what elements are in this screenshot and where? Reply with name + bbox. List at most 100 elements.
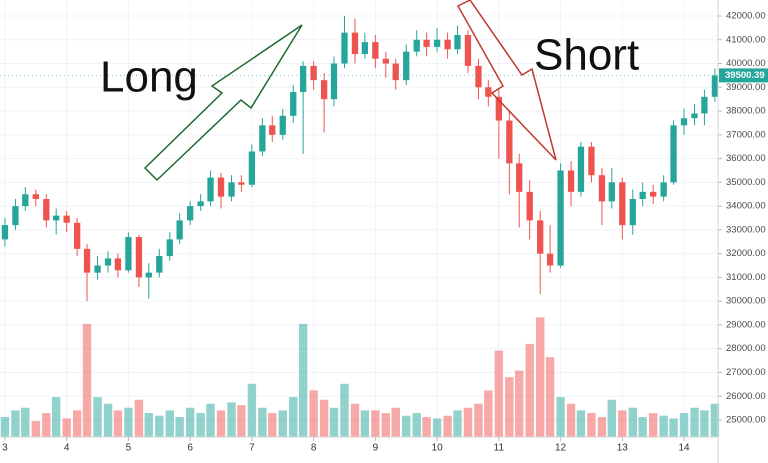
volume-bar [134, 399, 144, 437]
volume-bar [155, 415, 164, 437]
volume-bar [474, 403, 483, 437]
candle-body [413, 39, 420, 52]
candle-body [341, 32, 348, 64]
volume-bar [268, 413, 277, 437]
y-tick-label: 26000.00 [726, 391, 766, 402]
candle-body [228, 182, 235, 197]
y-tick-label: 36000.00 [726, 153, 766, 164]
y-tick-label: 28000.00 [726, 343, 766, 354]
volume-bar [196, 413, 205, 437]
volume-bar [463, 407, 473, 437]
volume-bar [298, 323, 308, 437]
volume-bar [62, 418, 71, 437]
candle-body [444, 39, 451, 50]
volume-bar [535, 317, 545, 437]
candle-body [639, 191, 646, 199]
x-tick-label: 10 [432, 443, 444, 454]
candle-body [577, 146, 585, 192]
grid [0, 0, 718, 437]
candle-body [598, 175, 606, 202]
x-tick-label: 5 [126, 443, 132, 454]
candle-body [660, 182, 667, 197]
volume-bar [11, 410, 20, 437]
candle-body [145, 272, 152, 278]
y-tick-label: 33000.00 [726, 224, 766, 235]
candle-body [464, 35, 472, 66]
volume-bar [432, 418, 442, 437]
x-tick-label: 13 [617, 443, 629, 454]
volume-bar [165, 410, 174, 437]
annotation-short: Short [534, 31, 639, 80]
last-price-label: 39500.39 [725, 70, 765, 81]
x-tick-label: 14 [678, 443, 690, 454]
volume-bar [494, 350, 504, 437]
y-tick-label: 31000.00 [726, 272, 766, 283]
volume-bar [371, 410, 380, 437]
volume-bar [93, 397, 102, 437]
volume-bar [515, 370, 524, 437]
candle-body [125, 237, 132, 271]
volume-bar [289, 397, 298, 437]
axes: 25000.00 26000.00 27000.00 28000.00 29000.00… [0, 11, 768, 454]
volume-bar [309, 390, 318, 437]
volume-bar [340, 383, 349, 437]
volume-bar [124, 407, 133, 437]
y-tick-label: 41000.00 [726, 34, 766, 45]
candle-body [43, 198, 50, 221]
candle-body [135, 237, 143, 278]
volume-bar [700, 410, 709, 437]
volume-bar [566, 403, 576, 437]
candle-body [608, 182, 615, 202]
volume-bar [659, 415, 668, 437]
volume-bar [391, 407, 400, 437]
volume-bar [82, 323, 92, 437]
candle-body [680, 118, 688, 126]
y-tick-label: 40000.00 [726, 58, 766, 69]
volume-bar [422, 417, 431, 437]
y-tick-label: 25000.00 [726, 415, 766, 426]
x-tick-label: 3 [2, 443, 8, 454]
volume-bar [247, 383, 257, 437]
candle-body [361, 42, 369, 55]
candle-body [217, 177, 225, 197]
volume-bar [42, 413, 51, 437]
volume-bar [690, 407, 699, 437]
volume-bar [278, 410, 287, 437]
x-tick-label: 8 [311, 443, 317, 454]
candle-body [156, 256, 163, 273]
volume-bar [350, 403, 360, 437]
candle-body [506, 120, 513, 164]
candle-body [403, 51, 410, 81]
volume-bar [31, 421, 41, 437]
candle-body [104, 258, 112, 266]
volume-bar [545, 357, 555, 437]
candle-body [53, 215, 60, 221]
candle-layer [1, 15, 719, 302]
y-tick-label: 34000.00 [726, 201, 766, 212]
candle-body [537, 220, 544, 254]
candle-body [166, 239, 173, 257]
volume-bar [319, 399, 329, 437]
last-price-box [719, 68, 768, 83]
volume-bar [216, 410, 226, 437]
volume-bar [51, 397, 61, 437]
volume-bar [556, 397, 565, 437]
volume-bar [175, 417, 184, 437]
candle-body [372, 42, 379, 59]
candle-body [74, 222, 81, 249]
candle-body [485, 87, 492, 97]
volume-bar [21, 407, 30, 437]
candle-body [351, 32, 359, 55]
candle-body [516, 163, 523, 192]
volume-bar [227, 402, 236, 437]
volume-bar [237, 405, 246, 437]
short-arrow [456, 0, 557, 161]
y-tick-label: 42000.00 [726, 11, 766, 22]
candle-body [279, 115, 286, 135]
volume-bar [505, 377, 514, 437]
volume-bar [72, 410, 82, 437]
y-tick-label: 30000.00 [726, 296, 766, 307]
volume-bar [381, 413, 391, 437]
candle-body [423, 39, 430, 47]
candle-body [619, 182, 626, 226]
